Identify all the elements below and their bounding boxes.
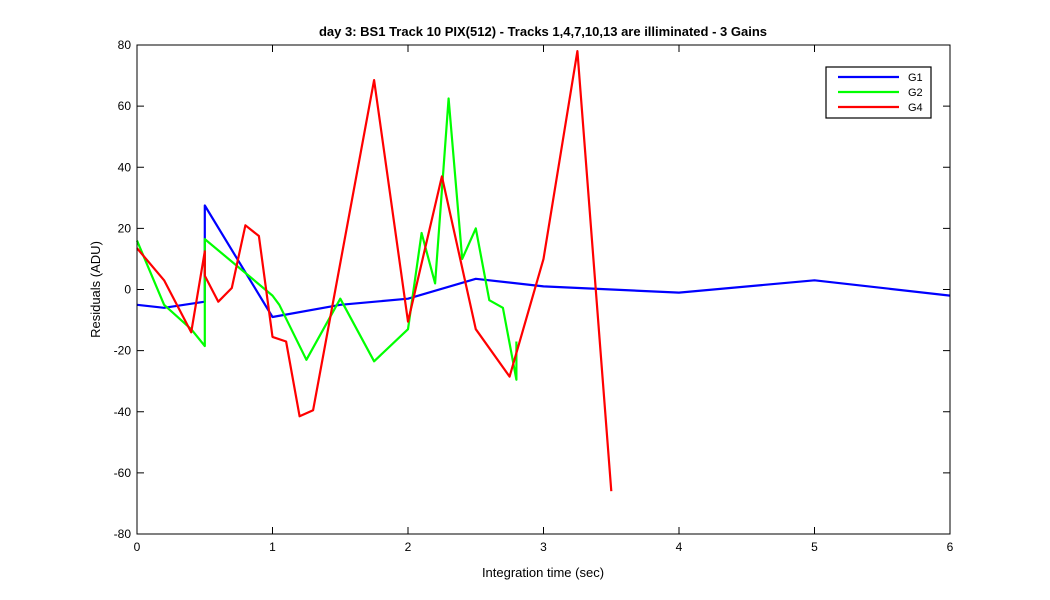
- legend-label-g4: G4: [908, 102, 923, 114]
- series-layer: [135, 49, 951, 492]
- y-tick-label: -20: [114, 344, 132, 358]
- chart-title: day 3: BS1 Track 10 PIX(512) - Tracks 1,…: [319, 24, 767, 39]
- series-line-g1: [136, 204, 951, 319]
- x-tick-label: 4: [676, 540, 683, 554]
- legend-label-g2: G2: [908, 87, 923, 99]
- y-tick-label: 80: [118, 38, 132, 52]
- x-tick-label: 2: [405, 540, 412, 554]
- series-line-g2: [135, 97, 518, 381]
- x-tick-label: 0: [134, 540, 141, 554]
- legend-label-g1: G1: [908, 72, 923, 84]
- y-axis-title: Residuals (ADU): [88, 241, 103, 338]
- x-tick-label: 6: [947, 540, 954, 554]
- y-tick-label: 40: [118, 160, 132, 174]
- y-tick-label: -80: [114, 527, 132, 541]
- y-tick-label: 20: [118, 221, 132, 235]
- y-tick-label: 60: [118, 99, 132, 113]
- y-tick-label: -60: [114, 466, 132, 480]
- x-tick-label: 5: [811, 540, 818, 554]
- x-tick-label: 3: [540, 540, 547, 554]
- plot-area: [137, 45, 950, 534]
- x-axis-title: Integration time (sec): [482, 565, 604, 580]
- y-tick-label: 0: [124, 283, 131, 297]
- legend: G1 G2 G4: [825, 66, 932, 119]
- x-tick-label: 1: [269, 540, 276, 554]
- series-line-g4: [136, 49, 613, 492]
- y-tick-label: -40: [114, 405, 132, 419]
- ticks-layer: 0 1 2 3 4 5 6 -80 -60 -40 -20 0 20 40 60 80: [114, 38, 954, 554]
